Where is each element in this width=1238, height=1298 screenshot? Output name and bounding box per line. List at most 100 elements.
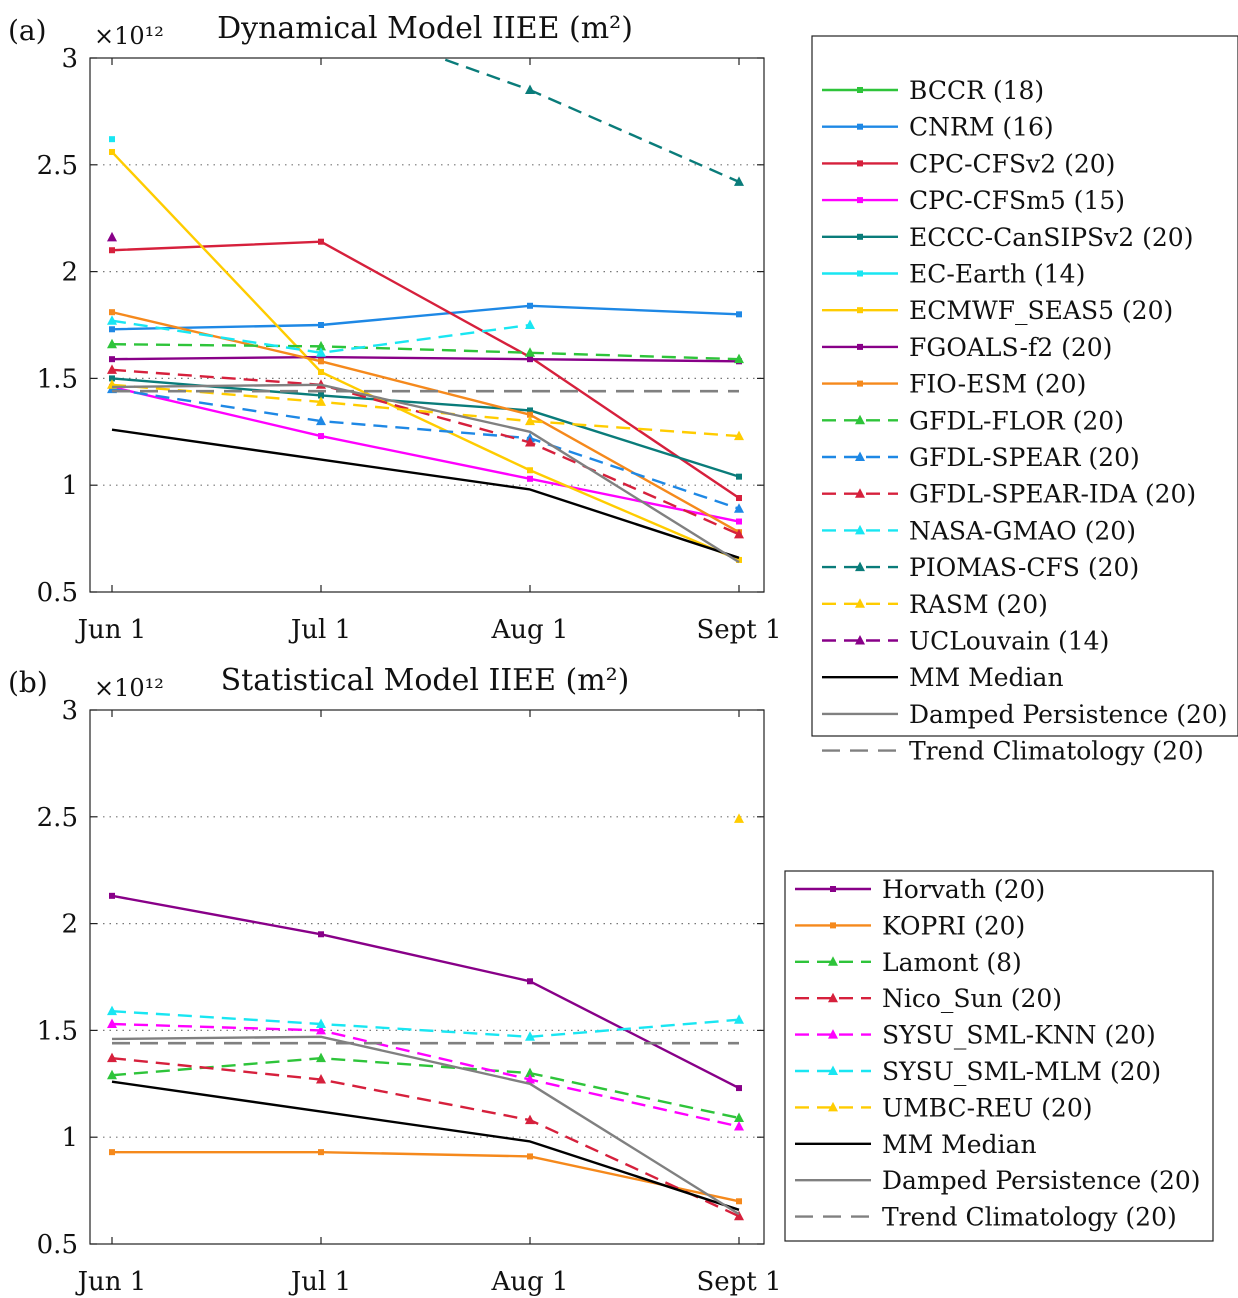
panel-a-label: (a)	[8, 14, 47, 47]
data-point	[107, 364, 117, 374]
legend-marker	[855, 598, 865, 608]
legend-label: FGOALS-f2 (20)	[909, 333, 1112, 362]
series-mm-median	[111, 1080, 740, 1211]
data-point	[316, 415, 326, 426]
data-point	[734, 176, 744, 186]
panel-b-legend: Horvath (20) KOPRI (20) Lamont (8) Nico_Sun…	[784, 870, 1214, 1242]
series-sysu-sml-knn-20	[107, 1018, 744, 1131]
legend-marker	[857, 307, 863, 314]
legend-item-gfdl-flor-20: GFDL-FLOR (20)	[822, 406, 1124, 435]
legend-label: Damped Persistence (20)	[882, 1166, 1201, 1195]
legend-marker	[857, 160, 863, 167]
legend-marker	[828, 956, 838, 966]
series-line	[111, 355, 740, 363]
data-point	[318, 1149, 324, 1156]
data-point	[525, 84, 535, 95]
data-point	[316, 396, 326, 406]
data-point	[527, 467, 533, 474]
series-mm-median	[111, 428, 740, 559]
legend-item-cnrm-16: CNRM (16)	[822, 113, 1054, 142]
legend-marker	[828, 1065, 838, 1075]
legend-label: RASM (20)	[909, 590, 1048, 619]
legend-marker	[857, 233, 863, 240]
legend-label: UCLouvain (14)	[909, 627, 1109, 656]
data-point	[109, 375, 115, 382]
legend-item-sysu-sml-knn-20: SYSU_SML-KNN (20)	[795, 1021, 1156, 1050]
legend-label: GFDL-SPEAR (20)	[909, 443, 1140, 472]
legend-label: GFDL-FLOR (20)	[909, 406, 1124, 435]
data-point	[318, 354, 324, 361]
legend-item-eccc-cansipsv2-20: ECCC-CanSIPSv2 (20)	[822, 223, 1193, 252]
panel-b-y-axis: 0.5 1 1.5 2 2.5 3	[37, 696, 764, 1260]
legend-label: UMBC-REU (20)	[882, 1093, 1093, 1122]
legend-item-mm-median: MM Median	[822, 663, 1064, 692]
panel-b-exponent-label: ×10¹²	[94, 674, 164, 702]
legend-label: ECMWF_SEAS5 (20)	[909, 296, 1173, 325]
y-tick-label: 2.5	[37, 803, 78, 833]
y-tick-label: 1	[61, 471, 78, 501]
data-point	[527, 356, 533, 363]
data-point	[109, 136, 115, 143]
data-point	[734, 1014, 744, 1024]
data-point	[109, 326, 115, 333]
data-point	[107, 338, 117, 349]
legend-label: FIO-ESM (20)	[909, 370, 1086, 399]
legend-marker	[830, 922, 836, 929]
series-lamont-8	[107, 1052, 744, 1122]
data-point	[525, 319, 535, 329]
legend-label: EC-Earth (14)	[909, 260, 1085, 289]
legend-marker	[857, 270, 863, 277]
data-point	[734, 1112, 744, 1122]
panel-a-legend: BCCR (18) CNRM (16) CPC-CFSv2 (20) CPC-CFSm…	[811, 35, 1238, 766]
data-point	[318, 358, 324, 365]
series-uclouvain-14	[107, 231, 117, 242]
data-point	[525, 1067, 535, 1078]
data-point	[734, 528, 744, 539]
legend-label: Trend Climatology (20)	[882, 1203, 1177, 1232]
panel-b-label: (b)	[8, 666, 48, 699]
data-point	[527, 411, 533, 418]
x-tick-label: Jul 1	[288, 615, 351, 645]
series-line	[111, 1022, 740, 1128]
y-tick-label: 3	[61, 696, 78, 726]
data-point	[734, 813, 744, 823]
panel-b-plot-area	[89, 709, 765, 1245]
x-tick-label: Jul 1	[288, 1267, 351, 1297]
data-point	[525, 415, 535, 426]
data-point	[318, 433, 324, 440]
data-point	[736, 473, 742, 480]
series-cnrm-16	[109, 302, 742, 333]
data-point	[525, 1114, 535, 1125]
panel-b-series	[107, 813, 744, 1221]
x-tick-label: Aug 1	[491, 615, 569, 645]
legend-item-bccr-18: BCCR (18)	[822, 76, 1044, 105]
series-gfdl-spear-ida-20	[107, 364, 744, 539]
legend-label: MM Median	[882, 1130, 1037, 1159]
y-tick-label: 1.5	[37, 1016, 78, 1046]
legend-item-uclouvain-14: UCLouvain (14)	[822, 627, 1109, 656]
series-line	[111, 304, 740, 331]
legend-label: GFDL-SPEAR-IDA (20)	[909, 480, 1196, 509]
data-point	[525, 436, 535, 447]
data-point	[736, 1198, 742, 1205]
data-point	[525, 1074, 535, 1084]
data-point	[109, 356, 115, 363]
series-sysu-sml-mlm-20	[107, 1005, 744, 1041]
panel-a-exponent-label: ×10¹²	[94, 22, 164, 50]
legend-item-umbc-reu-20: UMBC-REU (20)	[795, 1093, 1093, 1122]
data-point	[525, 1031, 535, 1041]
data-point	[107, 1005, 117, 1016]
series-kopri-20	[109, 1149, 742, 1205]
legend-item-ec-earth-14: EC-Earth (14)	[822, 260, 1085, 289]
series-horvath-20	[109, 892, 742, 1092]
legend-item-piomas-cfs-20: PIOMAS-CFS (20)	[822, 553, 1139, 582]
series-line	[111, 1056, 740, 1218]
legend-label: Horvath (20)	[882, 875, 1045, 904]
legend-label: CPC-CFSm5 (15)	[909, 186, 1125, 215]
y-tick-label: 0.5	[37, 578, 78, 608]
legend-label: KOPRI (20)	[882, 911, 1025, 940]
panel-a-plot-area	[89, 57, 765, 593]
data-point	[527, 407, 533, 414]
legend-item-nico-sun-20: Nico_Sun (20)	[795, 984, 1062, 1013]
data-point	[736, 518, 742, 525]
